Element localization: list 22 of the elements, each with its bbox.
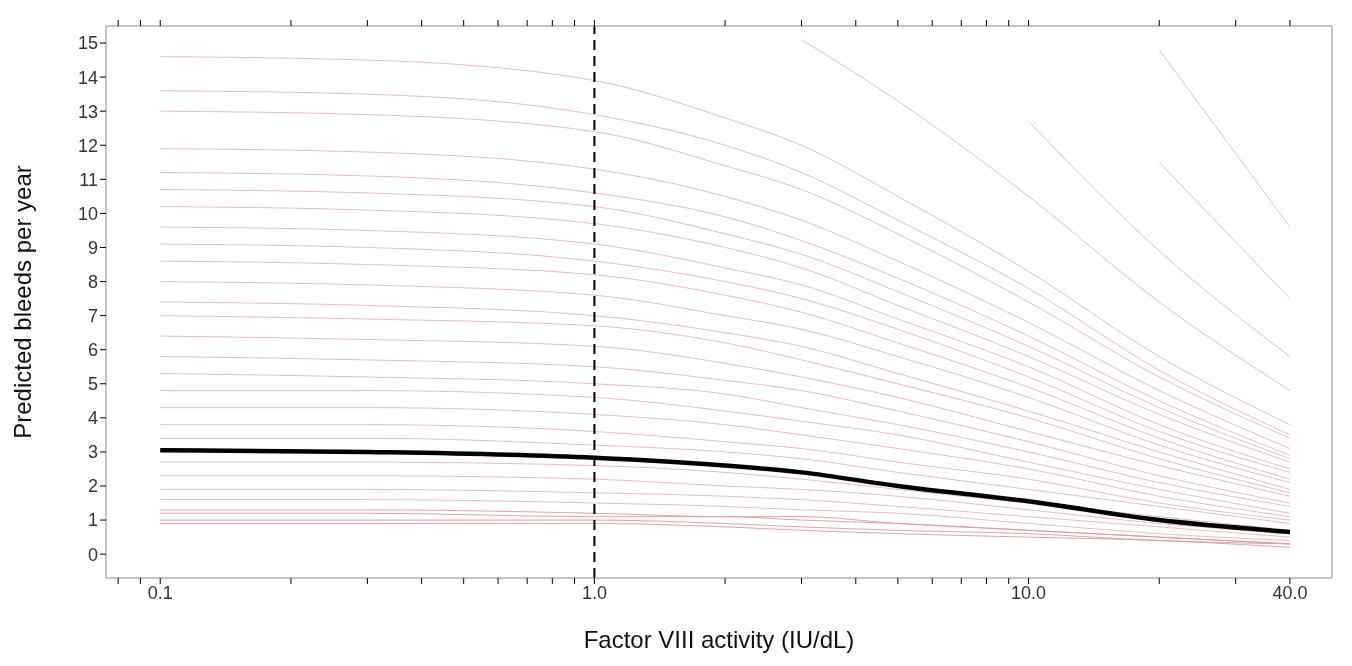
y-tick-label: 2 (87, 476, 98, 497)
x-tick-label: 1.0 (581, 582, 607, 603)
y-tick-label: 12 (77, 135, 98, 156)
x-axis-title: Factor VIII activity (IU/dL) (583, 626, 855, 653)
x-tick-label: 10.0 (1011, 582, 1047, 603)
y-tick-label: 3 (87, 442, 98, 463)
y-tick-label: 15 (77, 33, 98, 54)
x-tick-label: 40.0 (1272, 582, 1308, 603)
y-axis-title: Predicted bleeds per year (8, 165, 36, 439)
y-tick-label: 14 (77, 67, 98, 88)
y-tick-label: 9 (87, 237, 98, 258)
y-tick-label: 11 (79, 169, 98, 190)
y-tick-label: 4 (87, 408, 98, 429)
y-tick-label: 5 (87, 374, 98, 395)
y-tick-label: 6 (87, 340, 98, 361)
x-tick-label: 0.1 (147, 582, 173, 603)
y-tick-label: 8 (87, 271, 98, 292)
y-tick-label: 7 (87, 306, 98, 327)
y-tick-label: 1 (87, 510, 98, 531)
y-tick-label: 13 (77, 101, 98, 122)
y-tick-label: 0 (87, 544, 98, 565)
y-tick-label: 10 (77, 203, 98, 224)
